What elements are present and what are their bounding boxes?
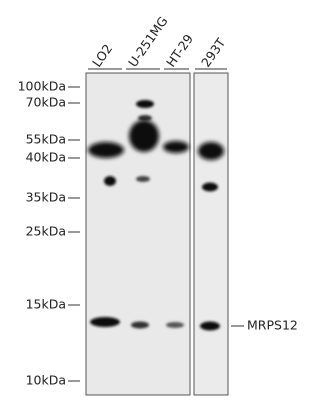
marker-label: 25kDa (26, 224, 66, 239)
marker-label: 15kDa (26, 297, 66, 312)
marker-ticks (68, 86, 80, 382)
bands (88, 100, 224, 331)
blot-panel (193, 72, 229, 396)
marker-label: 100kDa (18, 79, 66, 94)
blot-panel (85, 72, 191, 396)
marker-label: 55kDa (26, 132, 66, 147)
marker-label: 70kDa (26, 95, 66, 110)
lane-label: HT-29 (163, 31, 196, 69)
marker-label: 10kDa (26, 373, 66, 388)
marker-label: 35kDa (26, 190, 66, 205)
lane-label: LO2 (89, 41, 115, 70)
lane-label: 293T (198, 35, 229, 70)
protein-label: MRPS12 (247, 318, 298, 333)
marker-label: 40kDa (26, 150, 66, 165)
